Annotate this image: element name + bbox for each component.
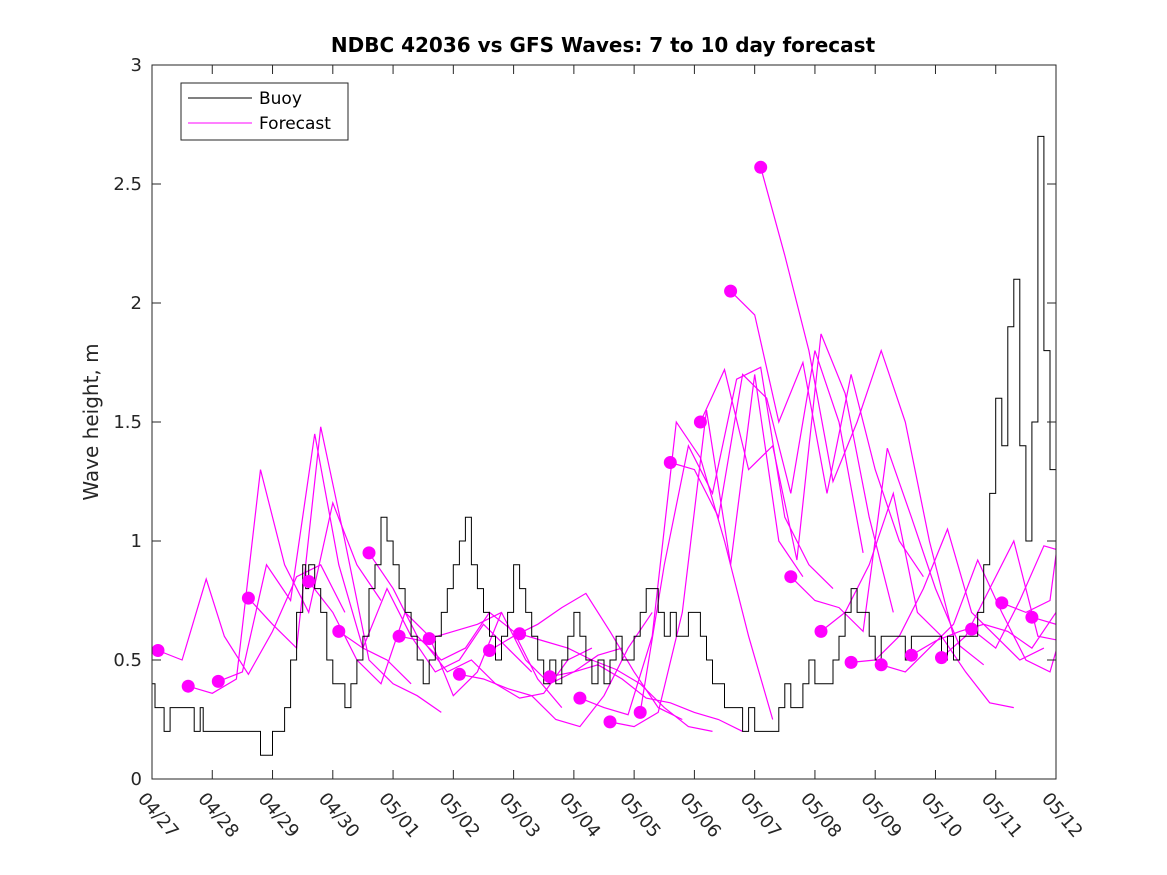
y-tick-label: 2 (131, 293, 142, 314)
forecast-start-point-10 (452, 667, 466, 681)
forecast-line-18 (699, 333, 894, 613)
plot-data (152, 135, 1056, 756)
forecast-line-17 (670, 350, 864, 554)
legend-forecast-label: Forecast (259, 114, 331, 134)
y-axis-label: Wave height, m (79, 343, 103, 500)
y-tick-label: 1.5 (113, 412, 142, 433)
forecast-start-markers (151, 160, 1039, 729)
forecast-start-point-23 (844, 655, 858, 669)
forecast-line-2 (188, 469, 382, 694)
forecast-line-9 (429, 611, 623, 685)
forecast-start-point-20 (754, 160, 768, 174)
forecast-start-point-9 (422, 632, 436, 646)
legend-buoy-label: Buoy (259, 89, 302, 109)
forecast-start-point-19 (724, 284, 738, 298)
forecast-start-point-16 (633, 705, 647, 719)
forecast-start-point-28 (995, 596, 1009, 610)
forecast-line-29 (1031, 616, 1056, 626)
y-tick-label: 0.5 (113, 650, 142, 671)
forecast-start-point-7 (362, 546, 376, 560)
forecast-start-point-15 (603, 715, 617, 729)
forecast-line-14 (579, 420, 774, 720)
forecast-start-point-24 (874, 658, 888, 672)
forecast-start-point-14 (573, 691, 587, 705)
forecast-start-point-2 (181, 679, 195, 693)
forecast-line-25 (911, 607, 1056, 656)
forecast-line-3 (218, 433, 412, 685)
forecast-start-point-13 (543, 670, 557, 684)
forecast-start-point-26 (935, 651, 948, 665)
forecast-start-point-5 (302, 575, 316, 588)
y-tick-label: 0 (131, 769, 142, 790)
chart-title: NDBC 42036 vs GFS Waves: 7 to 10 day for… (331, 33, 876, 57)
forecast-line-1 (157, 563, 346, 676)
forecast-line-12 (519, 633, 713, 732)
legend-box (180, 82, 349, 141)
forecast-start-point-18 (693, 415, 707, 429)
forecast-line-27 (971, 545, 1056, 650)
forecast-start-point-22 (814, 624, 828, 638)
forecast-line-6 (338, 587, 533, 673)
forecast-line-20 (760, 167, 955, 637)
y-tick-label: 3 (131, 55, 142, 76)
forecast-start-point-1 (151, 644, 165, 657)
forecast-line-10 (459, 612, 653, 728)
forecast-start-point-27 (965, 622, 979, 636)
y-tick-label: 1 (131, 531, 142, 552)
forecast-line-24 (881, 558, 1056, 673)
y-axis: 0 0.5 1 1.5 2 2.5 3 (113, 55, 1056, 790)
forecast-start-point-21 (784, 570, 798, 584)
forecast-start-point-29 (1025, 610, 1039, 624)
forecast-start-point-8 (392, 629, 406, 643)
forecast-line-16 (639, 366, 834, 713)
forecast-line-19 (730, 290, 924, 578)
y-tick-label: 2.5 (113, 174, 142, 195)
forecast-line-28 (1001, 550, 1056, 614)
forecast-line-23 (851, 527, 1045, 663)
forecast-start-point-6 (332, 624, 346, 638)
forecast-line-13 (549, 664, 743, 732)
forecast-start-point-11 (483, 644, 496, 657)
forecast-start-point-3 (211, 674, 225, 688)
forecast-start-point-17 (663, 456, 677, 469)
forecast-start-point-4 (241, 591, 255, 605)
legend: Buoy Forecast (180, 82, 349, 141)
forecast-line-22 (820, 491, 1014, 709)
forecast-line-4 (247, 426, 442, 713)
forecast-start-point-12 (513, 627, 527, 641)
forecast-start-point-25 (904, 648, 918, 662)
